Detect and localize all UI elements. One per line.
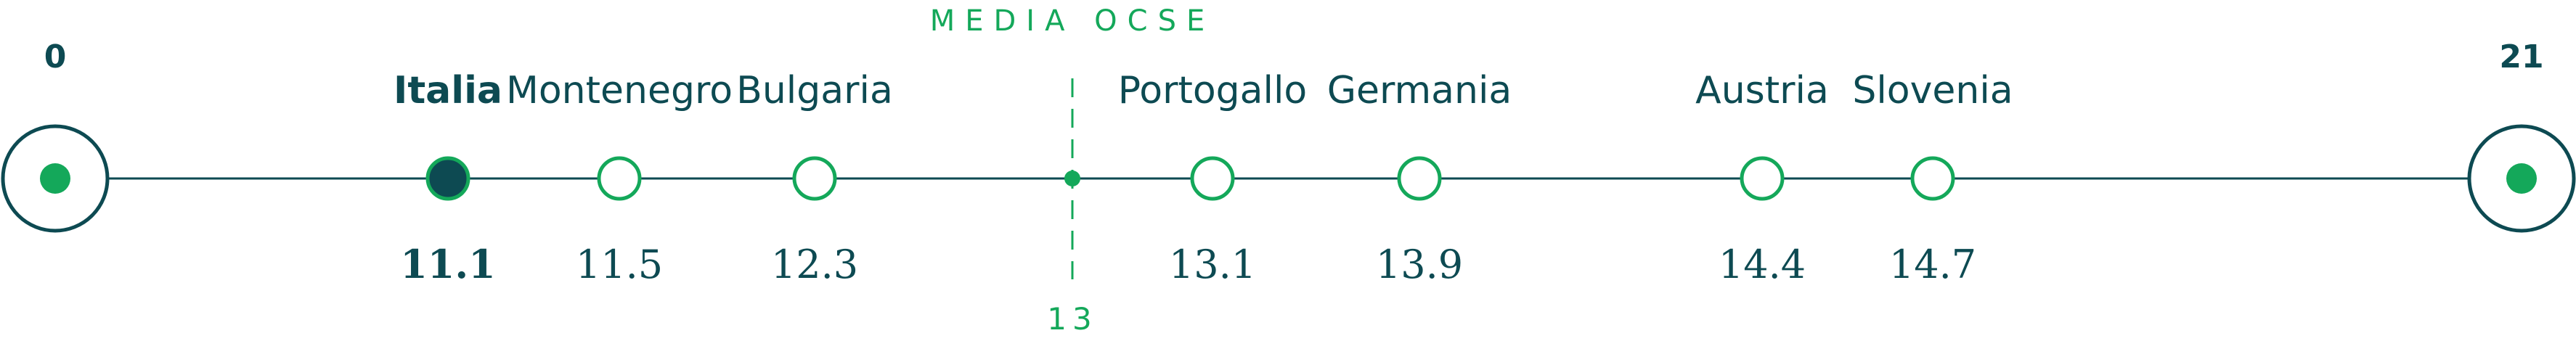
point-bulgaria-label: Bulgaria — [736, 69, 893, 112]
point-italia-value: 11.1 — [400, 241, 496, 287]
axis-max-dot — [2506, 163, 2537, 194]
axis-min-label: 0 — [44, 38, 67, 75]
point-slovenia-value: 14.7 — [1889, 242, 1976, 287]
point-portogallo-value: 13.1 — [1169, 242, 1256, 287]
point-montenegro-label: Montenegro — [506, 69, 733, 112]
point-montenegro-value: 11.5 — [576, 242, 663, 287]
point-germania-label: Germania — [1327, 69, 1512, 112]
reference-dot — [1064, 170, 1080, 186]
point-germania-value: 13.9 — [1376, 242, 1463, 287]
point-slovenia-label: Slovenia — [1852, 69, 2013, 112]
point-bulgaria-marker — [792, 156, 837, 201]
point-bulgaria-value: 12.3 — [771, 242, 858, 287]
point-portogallo-label: Portogallo — [1118, 69, 1307, 112]
point-montenegro-marker — [597, 156, 642, 201]
point-slovenia-marker — [1910, 156, 1955, 201]
point-austria-label: Austria — [1695, 69, 1829, 112]
axis-min-dot — [40, 163, 70, 194]
axis-max-label: 21 — [2499, 38, 2543, 75]
reference-value-label: 13 — [1047, 301, 1097, 337]
point-italia-label: Italia — [394, 69, 502, 112]
point-austria-marker — [1740, 156, 1785, 201]
reference-label: MEDIA OCSE — [930, 4, 1215, 38]
point-austria-value: 14.4 — [1719, 242, 1806, 287]
point-germania-marker — [1397, 156, 1442, 201]
point-italia-marker — [425, 156, 470, 201]
point-portogallo-marker — [1190, 156, 1235, 201]
